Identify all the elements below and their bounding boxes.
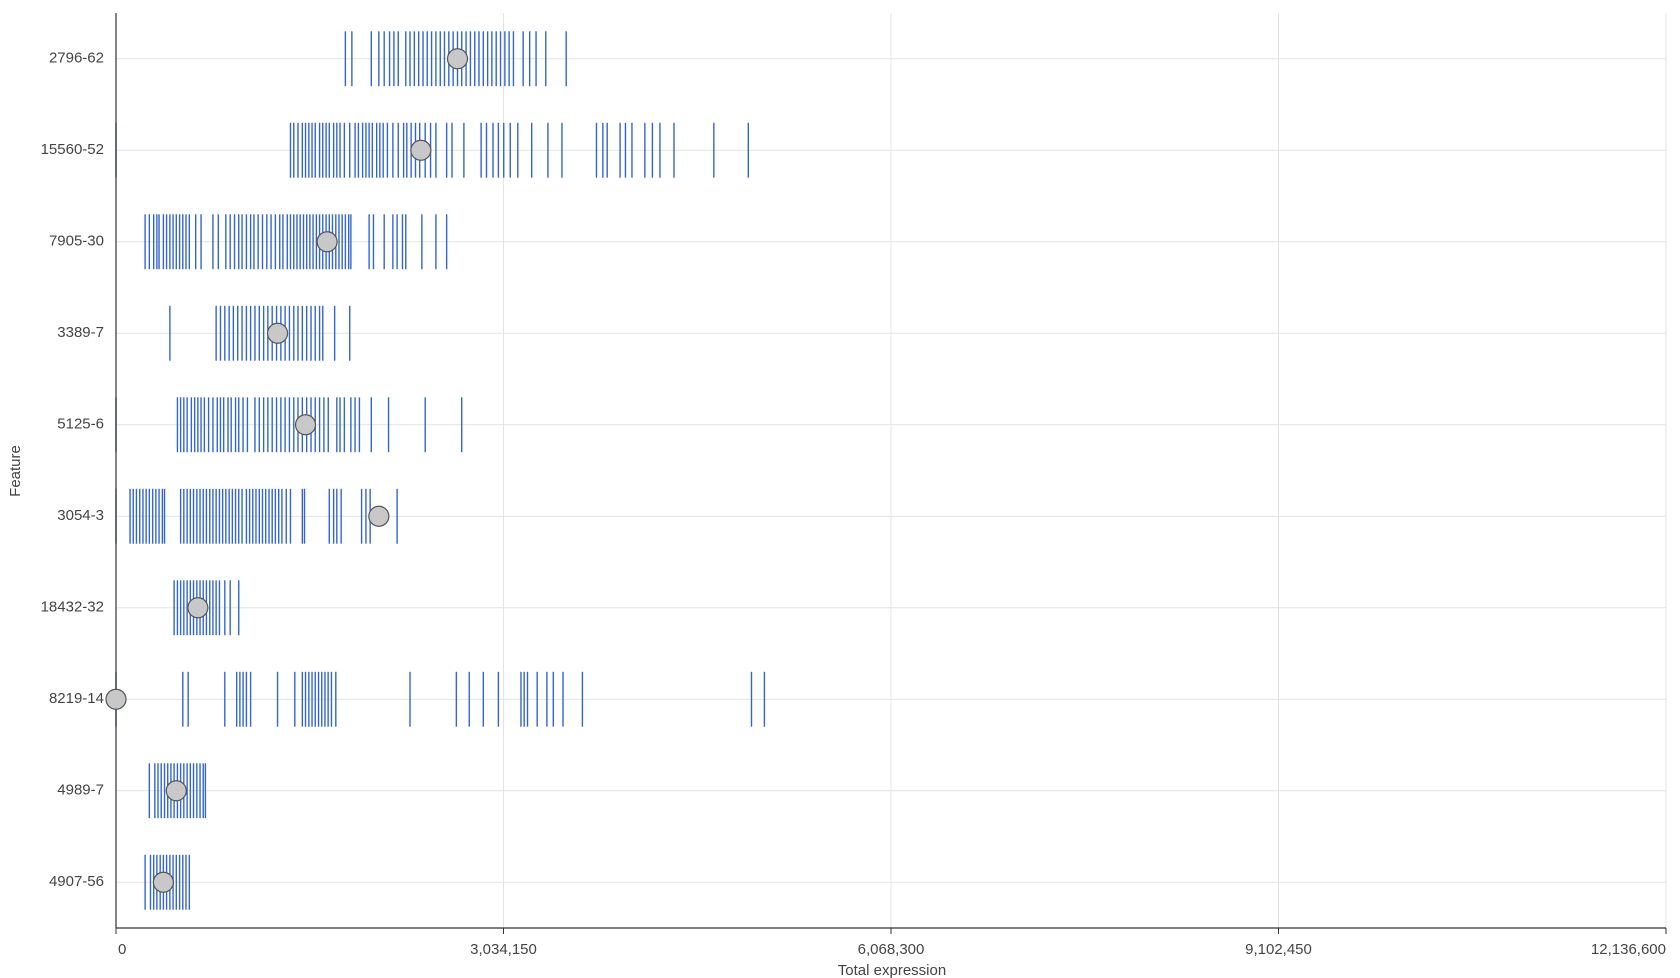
y-tick-label: 3389-7	[57, 324, 104, 341]
x-axis-label: Total expression	[838, 962, 946, 978]
mean-marker	[446, 48, 469, 70]
mean-marker	[152, 871, 174, 893]
mean-marker	[105, 688, 127, 710]
marks	[115, 31, 766, 910]
x-tick-label: 9,102,450	[1245, 941, 1312, 958]
y-tick-label: 3054-3	[57, 507, 104, 524]
grid	[115, 13, 1667, 934]
mean-marker	[187, 597, 209, 619]
mean-marker	[294, 414, 317, 436]
y-tick-label: 7905-30	[49, 233, 104, 250]
y-tick-label: 18432-32	[41, 599, 104, 616]
x-tick-label: 12,136,600	[1591, 941, 1666, 958]
mean-marker	[368, 505, 390, 527]
mean-marker	[165, 780, 187, 802]
mean-marker	[316, 231, 338, 253]
y-tick-label: 2796-62	[49, 50, 104, 67]
y-tick-label: 15560-52	[41, 141, 104, 158]
x-tick-label: 0	[118, 941, 126, 958]
mean-marker	[266, 322, 289, 344]
x-tick-label: 3,034,150	[470, 941, 537, 958]
mean-marker	[410, 139, 432, 161]
y-tick-label: 8219-14	[49, 690, 104, 707]
y-tick-label: 4989-7	[57, 782, 104, 799]
x-tick-label: 6,068,300	[858, 941, 925, 958]
y-axis-label: Feature	[7, 445, 24, 497]
y-tick-label: 5125-6	[57, 416, 104, 433]
y-tick-label: 4907-56	[49, 873, 104, 890]
